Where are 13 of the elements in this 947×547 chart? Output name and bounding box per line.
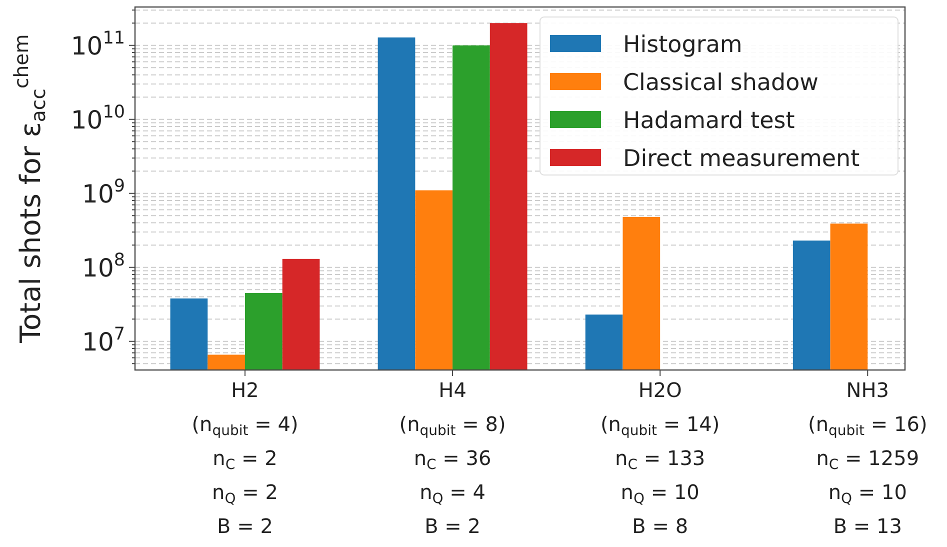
y-tick-label: 10$^{9}$	[82, 176, 125, 208]
legend-label: Histogram	[623, 32, 742, 58]
y-tick-label: 10$^{11}$	[70, 28, 125, 60]
legend-label: Classical shadow	[623, 70, 818, 96]
category-label: H2O (n$_{qubit}$ = 14) n$_{C}$ = 133 n$_{Q}$ = 10 B = 8	[600, 378, 720, 538]
category-label: NH3 (n$_{qubit}$ = 16) n$_{C}$ = 1259 n$_{Q}$ = 10 B = 13	[808, 378, 928, 538]
y-tick-label: 10$^{7}$	[82, 324, 125, 356]
category-label: H2 (n$_{qubit}$ = 4) n$_{C}$ = 2 n$_{Q}$ = 2 B = 2	[192, 378, 298, 538]
legend-label: Direct measurement	[623, 146, 860, 172]
y-tick-label: 10$^{8}$	[82, 250, 125, 282]
category-label: H4 (n$_{qubit}$ = 8) n$_{C}$ = 36 n$_{Q}$ = 4 B = 2	[399, 378, 506, 538]
y-tick-label: 10$^{10}$	[70, 102, 125, 134]
legend-label: Hadamard test	[623, 108, 795, 134]
